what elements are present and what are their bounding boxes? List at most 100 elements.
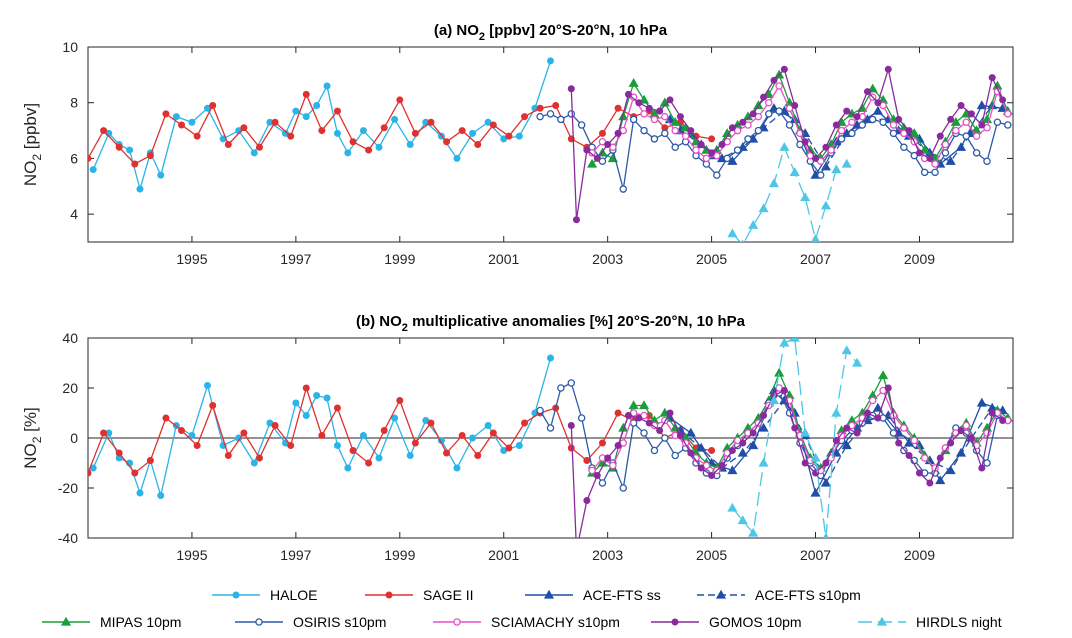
data-point-ace-fts-s10pm: [841, 440, 852, 450]
legend-item-ace-fts-ss: ACE-FTS ss: [525, 587, 661, 603]
data-point-haloe: [126, 146, 134, 154]
data-point-mipas-10pm: [638, 400, 650, 410]
data-point-hirdls-night: [822, 532, 829, 538]
data-point-sage-ii: [489, 429, 497, 437]
data-point-ace-fts-ss: [727, 156, 738, 165]
data-point-gomos-10pm: [666, 409, 674, 417]
data-point-hirdls-night: [831, 407, 842, 417]
data-point-sage-ii: [302, 90, 310, 98]
data-point-sage-ii: [505, 132, 513, 140]
data-point-gomos-10pm: [770, 76, 778, 84]
data-point-gomos-10pm: [614, 129, 622, 137]
data-point-gomos-10pm: [635, 414, 643, 422]
data-point-osiris-s10pm: [775, 107, 783, 115]
data-point-sage-ii: [521, 419, 529, 427]
data-point-gomos-10pm: [656, 426, 664, 434]
data-point-haloe: [250, 459, 258, 467]
data-point-gomos-10pm: [957, 426, 965, 434]
data-point-sage-ii: [536, 104, 544, 112]
x-tick-label: 2003: [592, 251, 623, 267]
data-point-gomos-10pm: [604, 140, 612, 148]
legend-marker: [876, 616, 888, 626]
data-point-sage-ii: [427, 419, 435, 427]
data-point-sage-ii: [598, 439, 606, 447]
data-point-haloe: [313, 102, 321, 110]
series-line-ace-fts-s10pm: [680, 105, 993, 169]
data-point-osiris-s10pm: [900, 143, 908, 152]
data-point-haloe: [391, 414, 399, 422]
data-point-gomos-10pm: [567, 85, 575, 93]
legend-label: HIRDLS night: [916, 614, 1002, 630]
data-point-gomos-10pm: [697, 464, 705, 472]
data-point-haloe: [323, 82, 331, 90]
series-gomos-10pm: [567, 384, 1007, 553]
data-point-ace-fts-s10pm: [696, 442, 707, 452]
data-point-osiris-s10pm: [733, 146, 742, 154]
data-point-mipas-10pm: [628, 78, 639, 87]
series-line-haloe: [92, 60, 552, 192]
data-point-gomos-10pm: [915, 149, 923, 157]
data-point-haloe: [302, 113, 310, 121]
data-point-sage-ii: [505, 444, 513, 452]
data-point-sage-ii: [146, 152, 154, 160]
y-tick-label: 20: [62, 380, 78, 396]
data-point-gomos-10pm: [853, 429, 861, 437]
legend-item-gomos-10pm: GOMOS 10pm: [651, 614, 802, 630]
data-point-osiris-s10pm: [816, 171, 825, 179]
data-point-gomos-10pm: [884, 384, 892, 392]
data-point-sciamachy-s10pm: [900, 424, 908, 432]
data-point-gomos-10pm: [874, 99, 882, 107]
data-point-mipas-10pm: [950, 117, 961, 126]
data-point-gomos-10pm: [676, 113, 684, 121]
data-point-sage-ii: [287, 132, 295, 140]
data-point-hirdls-night: [831, 164, 842, 174]
data-point-osiris-s10pm: [567, 110, 576, 118]
y-tick-label: 10: [62, 39, 78, 55]
data-point-sciamachy-s10pm: [1004, 110, 1012, 118]
data-point-gomos-10pm: [999, 96, 1007, 104]
data-point-haloe: [333, 441, 341, 449]
data-point-hirdls-night: [748, 527, 759, 537]
data-point-gomos-10pm: [593, 154, 601, 162]
data-point-sciamachy-s10pm: [837, 126, 846, 135]
data-point-ace-fts-ss: [935, 475, 946, 485]
legend-label: SAGE II: [423, 587, 474, 603]
data-point-osiris-s10pm: [983, 459, 991, 467]
x-tick-label: 2009: [904, 547, 935, 563]
data-point-sciamachy-s10pm: [609, 461, 617, 470]
data-point-osiris-s10pm: [671, 451, 679, 460]
legend-marker: [385, 591, 393, 599]
data-point-haloe: [391, 115, 399, 123]
data-point-haloe: [515, 132, 523, 140]
data-point-gomos-10pm: [573, 547, 579, 553]
data-point-mipas-10pm: [774, 367, 785, 377]
data-point-hirdls-night: [727, 502, 738, 512]
data-point-haloe: [547, 354, 555, 362]
data-point-haloe: [292, 399, 300, 407]
data-point-haloe: [344, 149, 352, 157]
x-tick-label: 1997: [280, 251, 311, 267]
data-point-ace-fts-ss: [748, 440, 759, 450]
data-point-ace-fts-s10pm: [945, 465, 956, 475]
legend-marker: [715, 589, 727, 599]
data-point-sage-ii: [318, 431, 326, 439]
x-tick-label: 2001: [488, 547, 519, 563]
data-point-osiris-s10pm: [557, 115, 565, 124]
data-point-gomos-10pm: [687, 127, 695, 135]
data-point-sage-ii: [209, 102, 217, 110]
data-point-osiris-s10pm: [983, 157, 991, 165]
data-point-osiris-s10pm: [661, 129, 669, 138]
data-point-osiris-s10pm: [671, 143, 679, 152]
data-point-ace-fts-ss: [685, 427, 696, 437]
data-point-sage-ii: [349, 138, 357, 146]
x-tick-label: 1997: [280, 547, 311, 563]
data-point-hirdls-night: [758, 457, 769, 467]
data-point-gomos-10pm: [843, 424, 851, 432]
legend-marker: [453, 618, 461, 626]
data-point-sage-ii: [100, 429, 108, 437]
data-point-sage-ii: [411, 129, 419, 137]
data-point-osiris-s10pm: [713, 171, 721, 179]
data-point-haloe: [172, 113, 180, 121]
data-point-hirdls-night: [737, 515, 748, 525]
data-point-sage-ii: [443, 449, 451, 457]
